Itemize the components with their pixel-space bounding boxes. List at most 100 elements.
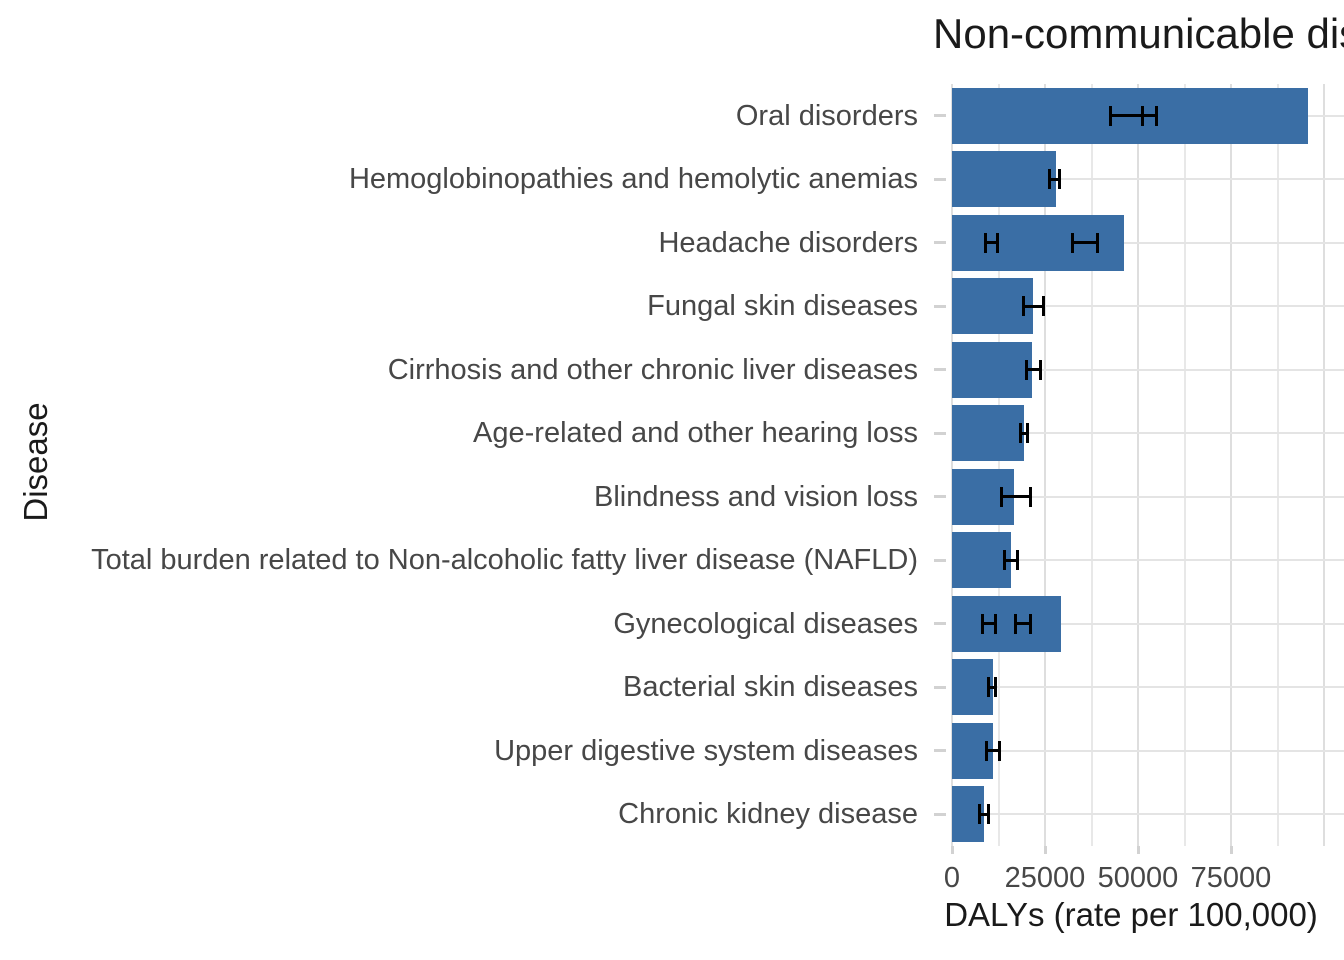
error-bar-cap-low — [1003, 550, 1007, 571]
error-bar-line — [982, 622, 996, 626]
error-bar-line — [1004, 558, 1018, 562]
error-bar-cap-high — [1029, 613, 1033, 634]
error-bar-cap-high — [1041, 296, 1045, 317]
y-axis-tick — [934, 622, 946, 626]
error-bar-cap-high — [998, 740, 1002, 761]
y-axis-label: Upper digestive system diseases — [494, 734, 918, 767]
error-bar-cap-high — [1015, 550, 1019, 571]
error-bar-line — [1142, 114, 1157, 118]
x-axis-tick-label: 75000 — [1190, 862, 1272, 894]
gridline-major-vertical — [951, 84, 953, 846]
y-axis-tick — [934, 431, 946, 435]
bar — [952, 405, 1025, 462]
y-axis-label: Age-related and other hearing loss — [473, 417, 918, 450]
error-bar-cap-low — [1141, 105, 1145, 126]
x-axis-tick — [1136, 846, 1140, 854]
gridline-horizontal — [952, 813, 1344, 816]
gridline-minor-vertical — [1276, 84, 1279, 846]
y-axis-tick — [934, 749, 946, 753]
y-axis-tick — [934, 558, 946, 562]
y-axis-tick — [934, 177, 946, 181]
plot-panel — [951, 84, 1344, 846]
x-axis-tick-label: 0 — [943, 862, 961, 894]
error-bar-cap-high — [1155, 105, 1159, 126]
gridline-minor-vertical — [1183, 84, 1186, 846]
error-bar-cap-low — [987, 677, 991, 698]
error-bar-cap-low — [1000, 486, 1004, 507]
gridline-horizontal — [952, 305, 1344, 308]
gridline-minor-vertical — [1090, 84, 1093, 846]
error-bar-cap-low — [1014, 613, 1018, 634]
error-bar-cap-high — [1026, 423, 1030, 444]
error-bar-cap-high — [994, 613, 998, 634]
y-axis-label: Fungal skin diseases — [647, 290, 918, 323]
gridline-major-vertical — [1323, 84, 1325, 846]
x-axis-title: DALYs (rate per 100,000) — [944, 896, 1318, 933]
bar — [952, 341, 1032, 398]
y-axis-tick — [934, 685, 946, 689]
error-bar-cap-low — [1048, 169, 1052, 190]
gridline-horizontal — [952, 178, 1344, 181]
error-bar-line — [1026, 368, 1041, 372]
error-bar-cap-high — [986, 804, 990, 825]
error-bar-cap-low — [980, 613, 984, 634]
y-axis-label: Gynecological diseases — [613, 607, 918, 640]
error-bar-line — [986, 749, 1000, 753]
error-bar-cap-high — [1038, 359, 1042, 380]
error-bar-cap-low — [1021, 296, 1025, 317]
y-axis-label: Chronic kidney disease — [618, 798, 918, 831]
error-bar-cap-high — [1095, 232, 1099, 253]
y-axis-label: Blindness and vision loss — [593, 480, 918, 513]
y-axis-tick — [934, 368, 946, 372]
error-bar-cap-high — [1058, 169, 1062, 190]
gridline-major-vertical — [1044, 84, 1046, 846]
gridline-horizontal — [952, 686, 1344, 689]
bar — [952, 278, 1033, 335]
x-axis-tick-label: 50000 — [1097, 862, 1179, 894]
chart-title: Non-communicable diseases — [933, 10, 1344, 57]
y-axis-tick — [934, 495, 946, 499]
x-axis-tick-label: 25000 — [1004, 862, 1086, 894]
error-bar-line — [979, 812, 989, 816]
gridline-horizontal — [952, 495, 1344, 498]
error-bar-line — [1001, 495, 1031, 499]
y-axis-label: Headache disorders — [658, 226, 918, 259]
error-bar-cap-low — [1018, 423, 1022, 444]
error-bar-line — [1020, 431, 1028, 435]
error-bar-line — [1023, 304, 1044, 308]
x-axis-tick — [950, 846, 954, 854]
y-axis-label: Oral disorders — [735, 99, 918, 132]
error-bar-cap-high — [1028, 486, 1032, 507]
error-bar-line — [1072, 241, 1098, 245]
error-bar-cap-low — [1108, 105, 1112, 126]
error-bar-cap-high — [994, 677, 998, 698]
error-bar-line — [1015, 622, 1031, 626]
error-bar-cap-low — [1071, 232, 1075, 253]
error-bar-cap-high — [995, 232, 999, 253]
y-axis-tick — [934, 812, 946, 816]
bar — [952, 151, 1056, 208]
gridline-horizontal — [952, 622, 1344, 625]
y-axis-tick — [934, 304, 946, 308]
y-axis-label: Hemoglobinopathies and hemolytic anemias — [348, 163, 918, 196]
bar — [952, 659, 993, 716]
gridline-horizontal — [952, 749, 1344, 752]
error-bar-cap-low — [1024, 359, 1028, 380]
error-bar-line — [1049, 177, 1060, 181]
gridline-minor-vertical — [997, 84, 1000, 846]
bar — [952, 532, 1012, 589]
y-axis-label: Total burden related to Non-alcoholic fa… — [91, 544, 918, 577]
error-bar-line — [1110, 114, 1143, 118]
gridline-horizontal — [952, 241, 1344, 244]
x-axis-tick — [1229, 846, 1233, 854]
gridline-horizontal — [952, 559, 1344, 562]
x-axis-tick — [1043, 846, 1047, 854]
gridline-major-vertical — [1230, 84, 1232, 846]
y-axis-label: Cirrhosis and other chronic liver diseas… — [387, 353, 918, 386]
error-bar-cap-low — [983, 232, 987, 253]
error-bar-line — [988, 685, 996, 689]
error-bar-line — [985, 241, 997, 245]
y-axis-tick — [934, 241, 946, 245]
gridline-horizontal — [952, 432, 1344, 435]
